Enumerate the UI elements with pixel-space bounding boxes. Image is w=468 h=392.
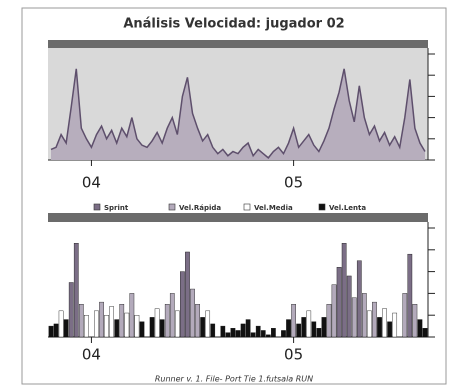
bar [341,243,347,338]
area [51,68,425,160]
bar [180,271,185,338]
bar [331,284,337,338]
x-tick-label: 04 [82,174,101,192]
legend-label: Vel.Media [254,204,293,212]
bar [235,330,241,338]
bar [281,330,286,338]
bar [230,328,236,338]
bar [301,317,307,338]
bar [73,243,79,338]
x-tick-label: 05 [284,346,303,364]
bar [291,304,296,338]
bar [422,328,428,338]
bar [372,301,377,338]
legend-swatch [318,203,326,211]
bar [225,332,231,338]
bar [210,323,216,338]
bar [200,317,205,338]
legend-label: Vel.Rápida [179,204,221,212]
bar [169,293,175,338]
legend-swatch [93,203,101,211]
x-tick-label: 04 [82,346,101,364]
bar [129,293,135,338]
bar [286,319,291,338]
bar [367,310,372,338]
legend-swatch [243,203,251,211]
bar [362,293,367,338]
bar [240,323,246,338]
bar [311,321,317,338]
bar [94,310,99,338]
bar [149,317,155,338]
bar [356,260,362,338]
chart-title: Análisis Velocidad: jugador 02 [123,17,344,32]
bar [119,304,125,338]
bar [412,304,418,338]
bar [78,304,84,338]
bar [99,301,104,338]
bar [134,315,140,338]
bar [346,275,352,338]
header-bar [48,213,428,222]
bar [265,334,271,338]
bar [84,315,89,338]
bar [139,321,145,338]
bar [382,308,387,338]
bar [245,319,251,338]
footer: Runner v. 1. File- Port Tie 1.futsala RU… [155,375,313,384]
bar [220,325,226,338]
bar [175,310,180,338]
bar [154,308,160,338]
bar [185,251,190,338]
bar [351,297,357,338]
bar [58,310,64,338]
legend-swatch [168,203,176,211]
bar [109,306,114,338]
bar [306,310,312,338]
header-bar [48,40,428,48]
bar [402,293,408,338]
bar [63,319,69,338]
bar [387,321,392,338]
bar [205,310,211,338]
bar [159,319,165,338]
bar [124,312,130,338]
legend-label: Sprint [104,204,129,212]
bar [321,317,327,338]
bar [326,304,332,338]
bar [195,304,200,338]
line [50,68,426,159]
bar [296,323,301,338]
bar [255,325,261,338]
bar [104,315,109,338]
legend-label: Vel.Lenta [329,204,366,212]
bar [164,304,170,338]
bar [190,288,195,338]
bar [377,317,382,338]
bar [68,282,74,338]
bar [392,312,398,338]
bar [271,328,276,338]
bar [316,328,322,338]
bar [48,325,54,338]
bar [417,319,423,338]
bar [336,267,342,338]
x-tick-label: 05 [284,174,303,192]
bar [53,323,59,338]
bar [114,319,120,338]
bar [250,332,256,338]
bar [260,330,266,338]
bar [407,253,413,338]
